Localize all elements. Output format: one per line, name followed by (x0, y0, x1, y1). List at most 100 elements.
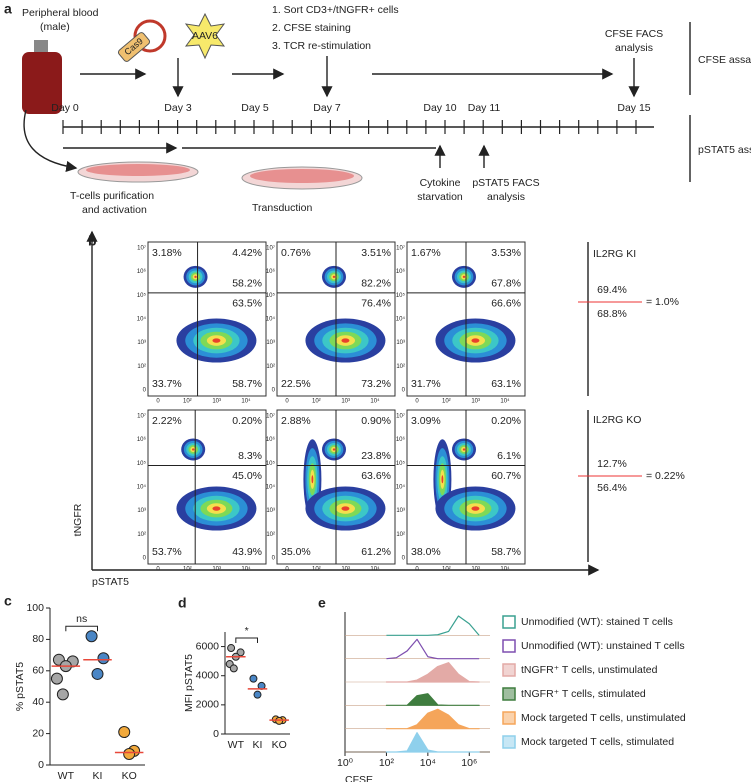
legend-swatch (502, 615, 516, 629)
cells (250, 169, 354, 183)
flow-tick: 10⁵ (266, 292, 276, 299)
quadrant-percent: 66.6% (491, 298, 521, 310)
quadrant-percent: 76.4% (361, 298, 391, 310)
quadrant-percent: 4.42% (232, 247, 262, 259)
panel-a: a Peripheral blood (male) Cas9 AAV6 1. S… (4, 1, 751, 216)
x-tick-label: WT (58, 770, 75, 782)
step-label: Transduction (252, 202, 312, 214)
density (194, 275, 197, 278)
dot (56, 688, 69, 701)
legend-label: Mock targeted T cells, unstimulated (521, 712, 686, 724)
flow-tick: 10³ (471, 567, 480, 573)
density (212, 506, 221, 511)
flow-tick: 10⁴ (396, 484, 406, 491)
x-tick-label: KI (93, 770, 103, 782)
flow-tick: 10⁷ (396, 245, 405, 252)
flow-tick: 10² (442, 567, 451, 573)
flow-tick: 0 (402, 556, 406, 562)
quadrant-percent: 60.7% (491, 470, 521, 482)
step-label: pSTAT5 FACS (472, 177, 539, 189)
y-tick-label: 60 (32, 665, 44, 677)
density-curve (385, 693, 480, 706)
flow-tick: 10² (137, 532, 146, 538)
density (471, 338, 480, 343)
y-axis-label: MFI pSTAT5 (183, 654, 195, 712)
flow-tick: 10² (312, 399, 321, 405)
step-label: analysis (487, 191, 525, 203)
density (332, 275, 336, 278)
y-tick-label: 40 (32, 696, 44, 708)
flow-tick: 10⁴ (370, 566, 380, 573)
step: 2. CFSE staining (272, 22, 351, 34)
day-label: Day 10 (423, 102, 456, 114)
y-tick-label: 20 (32, 727, 44, 739)
flow-tick: 10⁵ (137, 460, 147, 467)
quadrant-percent: 63.5% (232, 298, 262, 310)
flow-tick: 10³ (212, 399, 221, 405)
quadrant-percent: 23.8% (361, 450, 391, 462)
dot (97, 652, 110, 665)
quadrant-percent: 6.1% (497, 450, 521, 462)
flow-tick: 10⁶ (396, 268, 406, 275)
flow-tick: 0 (143, 388, 147, 394)
aav6-label: AAV6 (192, 30, 218, 42)
aav6-icon (184, 12, 226, 60)
flow-tick: 10² (137, 364, 146, 370)
flow-tick: 10⁵ (266, 460, 276, 467)
flow-tick: 10⁴ (370, 398, 380, 405)
significance-bracket (235, 637, 258, 644)
flow-tick: 10⁴ (396, 316, 406, 323)
flow-tick: 0 (415, 567, 419, 573)
step: 3. TCR re-stimulation (272, 40, 371, 52)
density (462, 448, 466, 451)
flow-tick: 10³ (396, 340, 405, 346)
flow-tick: 10⁴ (500, 566, 510, 573)
density (192, 448, 195, 451)
day-label: Day 11 (468, 102, 501, 114)
significance-label: ns (76, 613, 87, 625)
density (341, 506, 350, 511)
step: 1. Sort CD3+/tNGFR+ cells (272, 4, 399, 16)
flow-plot (147, 409, 267, 565)
day-label: Day 15 (617, 102, 650, 114)
dot (249, 674, 258, 683)
quadrant-percent: 3.18% (152, 247, 182, 259)
plasmid (133, 19, 167, 53)
quadrant-percent: 63.1% (491, 378, 521, 390)
day-label: Day 5 (241, 102, 269, 114)
flow-tick: 0 (402, 388, 406, 394)
density-curve (385, 662, 480, 683)
density (471, 506, 480, 511)
legend-label: Unmodified (WT): stained T cells (521, 616, 673, 628)
quadrant-percent: 8.3% (238, 450, 262, 462)
flow-tick: 0 (285, 399, 289, 405)
flow-tick: 0 (156, 567, 160, 573)
flow-tick: 0 (272, 556, 276, 562)
quadrant-percent: 0.20% (232, 415, 262, 427)
legend-swatch (502, 711, 516, 725)
y-axis-label: % pSTAT5 (14, 662, 26, 711)
legend-swatch (502, 663, 516, 677)
dot (91, 667, 104, 680)
flow-tick: 10⁷ (137, 245, 146, 252)
assay-label: CFSE assay (698, 54, 751, 66)
flow-tick: 10⁶ (137, 436, 147, 443)
legend-label: tNGFR⁺ T cells, stimulated (521, 688, 646, 700)
density-curve (385, 732, 480, 753)
flow-tick: 10⁴ (241, 566, 251, 573)
quadrant-percent: 35.0% (281, 546, 311, 558)
quadrant-percent: 58.7% (232, 378, 262, 390)
legend-label: Unmodified (WT): unstained T cells (521, 640, 685, 652)
flow-tick: 10³ (471, 399, 480, 405)
step-label: starvation (417, 191, 463, 203)
flow-tick: 10⁶ (396, 436, 406, 443)
x-tick-label: 10² (379, 757, 395, 769)
panel-label: d (178, 595, 187, 611)
x-tick-label: 10⁴ (420, 757, 436, 769)
y-tick-label: 0 (213, 728, 219, 740)
flow-tick: 10⁵ (137, 292, 147, 299)
flow-tick: 10³ (266, 340, 275, 346)
quadrant-percent: 0.20% (491, 415, 521, 427)
cas9-box (117, 32, 151, 62)
flow-tick: 10² (442, 399, 451, 405)
